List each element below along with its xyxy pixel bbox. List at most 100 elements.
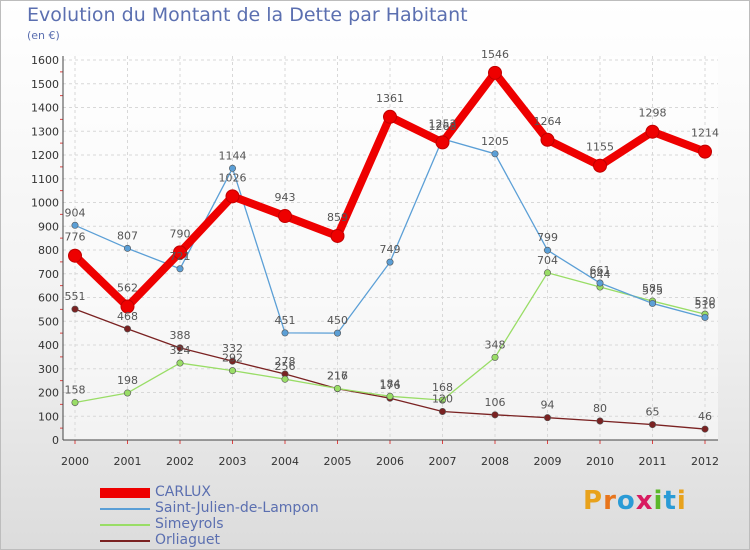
y-tick-label: 300 xyxy=(38,363,59,376)
data-label-orliaguet: 176 xyxy=(380,379,401,392)
y-tick-label: 100 xyxy=(38,410,59,423)
data-label-carlux: 1026 xyxy=(219,171,247,184)
data-label-simeyrols: 217 xyxy=(327,369,348,382)
y-tick-label: 600 xyxy=(38,292,59,305)
data-label-carlux: 1253 xyxy=(429,117,457,130)
y-tick-label: 0 xyxy=(52,434,59,447)
logo-letter: o xyxy=(616,486,636,516)
data-label-saint-julien-de-lampon: 799 xyxy=(537,231,558,244)
data-label-carlux: 943 xyxy=(275,191,296,204)
data-point-simeyrols xyxy=(71,398,79,406)
logo-letter: x xyxy=(635,486,654,516)
data-point-saint-julien-de-lampon xyxy=(648,299,656,307)
legend-swatch-carlux xyxy=(100,488,150,498)
data-point-carlux xyxy=(645,124,660,139)
data-label-saint-julien-de-lampon: 575 xyxy=(642,284,663,297)
data-point-orliaguet xyxy=(176,344,184,352)
data-point-orliaguet xyxy=(71,305,79,313)
y-tick-label: 200 xyxy=(38,387,59,400)
y-tick-label: 900 xyxy=(38,220,59,233)
data-point-simeyrols xyxy=(386,392,394,400)
data-label-orliaguet: 468 xyxy=(117,310,138,323)
data-label-orliaguet: 551 xyxy=(65,290,86,303)
data-point-carlux xyxy=(540,132,555,147)
legend-swatch-orliaguet xyxy=(100,540,150,542)
y-tick-label: 1000 xyxy=(31,197,59,210)
data-point-saint-julien-de-lampon xyxy=(596,279,604,287)
data-label-orliaguet: 216 xyxy=(327,370,348,383)
data-label-orliaguet: 65 xyxy=(646,406,660,419)
proxiti-logo: Proxiti xyxy=(583,486,687,516)
data-label-carlux: 776 xyxy=(65,231,86,244)
data-point-orliaguet xyxy=(491,411,499,419)
x-tick-label: 2003 xyxy=(219,455,247,468)
y-tick-label: 800 xyxy=(38,244,59,257)
x-tick-label: 2002 xyxy=(166,455,194,468)
x-tick-label: 2007 xyxy=(429,455,457,468)
data-label-orliaguet: 120 xyxy=(432,393,453,406)
x-tick-label: 2001 xyxy=(114,455,142,468)
x-tick-label: 2004 xyxy=(271,455,299,468)
data-label-carlux: 1214 xyxy=(691,127,719,140)
data-point-carlux xyxy=(120,299,135,314)
data-point-carlux xyxy=(330,228,345,243)
data-point-carlux xyxy=(488,65,502,80)
data-point-saint-julien-de-lampon xyxy=(176,265,184,273)
data-point-simeyrols xyxy=(491,353,499,361)
y-tick-label: 500 xyxy=(38,315,59,328)
logo-letter: t xyxy=(663,486,677,516)
data-point-carlux xyxy=(698,144,712,159)
data-point-simeyrols xyxy=(438,396,446,404)
data-label-saint-julien-de-lampon: 1205 xyxy=(481,135,509,148)
data-point-saint-julien-de-lampon xyxy=(333,329,341,337)
data-point-orliaguet xyxy=(596,417,604,425)
data-point-simeyrols xyxy=(124,389,132,397)
data-point-saint-julien-de-lampon xyxy=(701,313,709,321)
data-label-carlux: 1361 xyxy=(376,92,404,105)
data-label-saint-julien-de-lampon: 904 xyxy=(65,206,86,219)
data-label-simeyrols: 348 xyxy=(485,338,506,351)
x-tick-label: 2009 xyxy=(534,455,562,468)
data-label-saint-julien-de-lampon: 450 xyxy=(327,314,348,327)
data-label-carlux: 1546 xyxy=(481,48,509,61)
data-point-carlux xyxy=(225,189,240,204)
data-point-simeyrols xyxy=(176,359,184,367)
data-label-saint-julien-de-lampon: 1268 xyxy=(429,120,457,133)
data-label-orliaguet: 46 xyxy=(698,410,712,423)
data-point-orliaguet xyxy=(124,325,132,333)
data-label-saint-julien-de-lampon: 721 xyxy=(170,250,191,263)
logo-letter: r xyxy=(603,486,617,516)
data-point-orliaguet xyxy=(648,421,656,429)
data-label-simeyrols: 256 xyxy=(275,360,296,373)
data-label-orliaguet: 332 xyxy=(222,342,243,355)
x-tick-label: 2012 xyxy=(691,455,719,468)
data-label-orliaguet: 278 xyxy=(275,355,296,368)
y-tick-label: 700 xyxy=(38,268,59,281)
data-label-carlux: 1298 xyxy=(639,107,667,120)
data-point-saint-julien-de-lampon xyxy=(386,258,394,266)
y-axis-unit: (en €) xyxy=(27,29,60,42)
legend-label-carlux: CARLUX xyxy=(155,484,212,500)
data-label-saint-julien-de-lampon: 749 xyxy=(380,243,401,256)
x-tick-label: 2005 xyxy=(324,455,352,468)
data-label-simeyrols: 184 xyxy=(380,377,401,390)
data-label-saint-julien-de-lampon: 451 xyxy=(275,314,296,327)
data-point-carlux xyxy=(68,248,82,263)
data-point-carlux xyxy=(383,109,397,124)
data-label-simeyrols: 530 xyxy=(695,295,716,308)
legend-item-carlux: CARLUX xyxy=(100,484,360,500)
legend-label-simeyrols: Simeyrols xyxy=(155,516,224,532)
y-tick-label: 1400 xyxy=(31,102,59,115)
data-label-carlux: 1264 xyxy=(534,115,562,128)
data-label-orliaguet: 106 xyxy=(485,396,506,409)
y-tick-label: 1100 xyxy=(31,173,59,186)
data-point-saint-julien-de-lampon xyxy=(124,244,132,252)
data-label-orliaguet: 388 xyxy=(170,329,191,342)
x-tick-label: 2006 xyxy=(376,455,404,468)
data-label-saint-julien-de-lampon: 807 xyxy=(117,229,138,242)
data-point-saint-julien-de-lampon xyxy=(543,246,551,254)
logo-letter: P xyxy=(583,486,604,516)
data-point-carlux xyxy=(278,209,292,224)
data-point-orliaguet xyxy=(229,357,237,365)
